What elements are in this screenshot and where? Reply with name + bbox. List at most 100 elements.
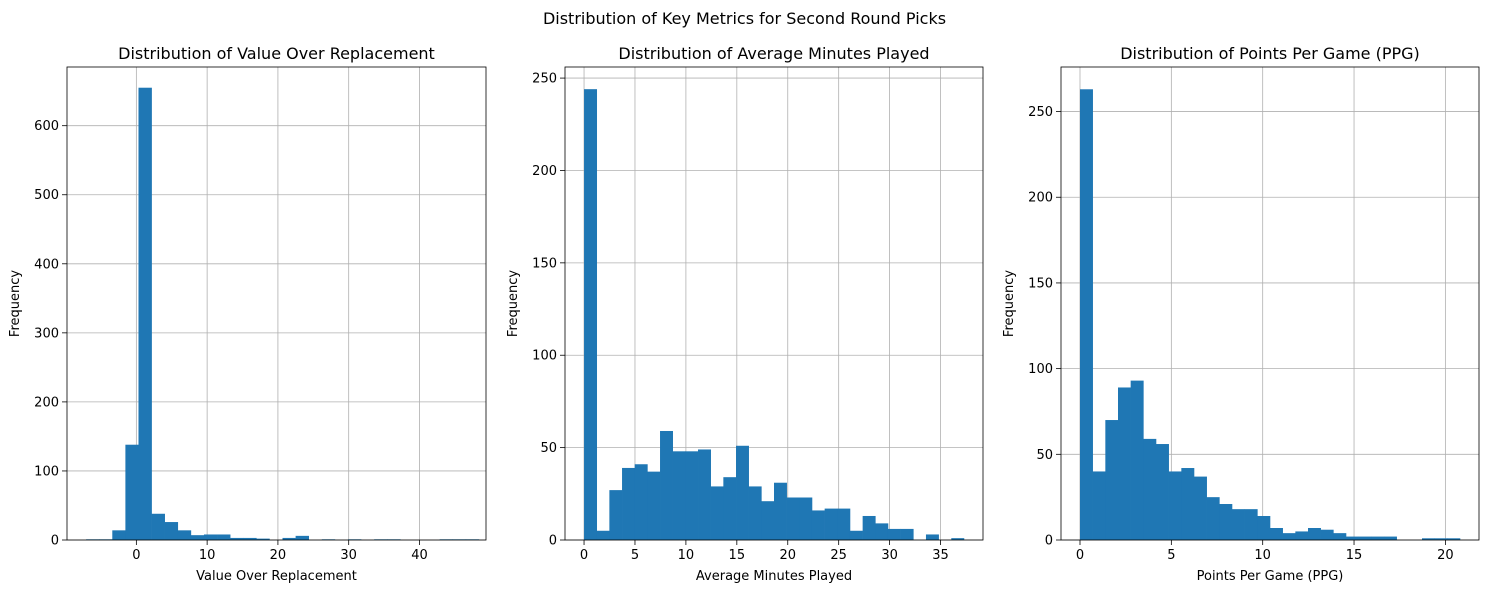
- y-tick-label: 500: [34, 188, 59, 203]
- histogram-bar: [849, 530, 863, 540]
- y-tick-label: 200: [34, 395, 59, 410]
- chart-1: 0 10 20 30 400100200300400500600Distribution…: [8, 44, 487, 584]
- x-tick-label: 30: [881, 548, 898, 563]
- histogram-bar: [1295, 531, 1309, 540]
- axes-frame: [66, 66, 487, 541]
- x-tick-label: 10: [678, 548, 695, 563]
- histogram-bar: [1358, 536, 1372, 540]
- figure-suptitle: Distribution of Key Metrics for Second R…: [542, 9, 947, 28]
- histogram-bar: [786, 497, 800, 540]
- histogram-bar: [862, 515, 876, 540]
- histogram-bar: [1257, 516, 1271, 540]
- histogram-bar: [887, 528, 901, 540]
- histogram-bar: [925, 534, 939, 540]
- y-tick-label: 0: [51, 534, 59, 549]
- histogram-bar: [243, 537, 257, 540]
- histogram-bar: [660, 430, 673, 540]
- histogram-bar: [1244, 509, 1258, 540]
- histogram-bar: [710, 486, 724, 540]
- x-tick-label: 0: [580, 548, 588, 563]
- histogram-bar: [217, 534, 231, 540]
- x-tick-label: 10: [1254, 548, 1271, 563]
- y-tick-label: 200: [1028, 191, 1053, 206]
- x-axis-label: Average Minutes Played: [696, 569, 852, 584]
- y-tick-label: 150: [532, 256, 557, 271]
- histogram-bar: [1320, 529, 1334, 540]
- y-tick-label: 400: [34, 257, 59, 272]
- histogram-bar: [1219, 504, 1233, 540]
- histogram-bar: [1130, 380, 1144, 540]
- x-tick-label: 20: [779, 548, 796, 563]
- y-axis-label: Frequency: [1002, 270, 1017, 337]
- y-tick-label: 50: [1036, 448, 1053, 463]
- histogram-bar: [900, 528, 914, 540]
- histogram-bar: [609, 490, 623, 540]
- histogram-bar: [1206, 497, 1220, 540]
- histogram-bar: [634, 464, 648, 540]
- histogram-bar: [723, 477, 737, 540]
- x-tick-label: 35: [932, 548, 949, 563]
- histogram-bar: [1156, 444, 1169, 540]
- histogram-bar: [1168, 471, 1182, 540]
- histogram-bar: [875, 523, 889, 540]
- histogram-bar: [1447, 538, 1461, 540]
- x-tick-label: 30: [340, 548, 357, 563]
- histogram-bar: [1333, 533, 1347, 540]
- histogram-bar: [138, 87, 152, 540]
- y-axis-label: Frequency: [506, 270, 521, 337]
- histogram-bar: [164, 522, 179, 540]
- y-tick-label: 600: [34, 119, 59, 134]
- histogram-bar: [647, 471, 661, 540]
- axes-frame: [1060, 66, 1480, 541]
- axes-frame: [564, 66, 984, 541]
- histogram-bar: [1270, 528, 1283, 540]
- histogram-bar: [1194, 476, 1207, 540]
- histogram-bar: [1422, 538, 1435, 540]
- y-axis-label: Frequency: [8, 270, 23, 337]
- x-axis-label: Points Per Game (PPG): [1197, 569, 1344, 584]
- histogram-bar: [1434, 538, 1448, 540]
- y-tick-label: 100: [1028, 362, 1053, 377]
- histogram-bar: [584, 89, 598, 540]
- x-tick-label: 0: [1076, 548, 1084, 563]
- chart-title: Distribution of Value Over Replacement: [118, 44, 435, 63]
- histogram-bar: [1384, 536, 1397, 540]
- x-tick-label: 5: [631, 548, 639, 563]
- x-axis-label: Value Over Replacement: [196, 569, 357, 584]
- histogram-bar: [203, 534, 218, 540]
- histogram-bar: [672, 451, 686, 540]
- y-tick-label: 200: [532, 164, 557, 179]
- y-tick-label: 150: [1028, 276, 1053, 291]
- histogram-bar: [685, 451, 699, 540]
- histogram-bar: [230, 537, 244, 540]
- x-tick-label: 0: [132, 548, 140, 563]
- histogram-bar: [1282, 533, 1296, 540]
- x-tick-label: 10: [199, 548, 216, 563]
- histogram-bar: [295, 535, 310, 540]
- histogram-bar: [1105, 420, 1119, 540]
- histogram-bar: [799, 497, 813, 540]
- histogram-bar: [736, 445, 749, 540]
- x-tick-label: 25: [830, 548, 847, 563]
- histogram-bar: [125, 444, 139, 540]
- histogram-bar: [824, 508, 838, 540]
- histogram-bar: [1118, 387, 1131, 540]
- x-tick-label: 15: [729, 548, 746, 563]
- x-tick-label: 40: [411, 548, 428, 563]
- histogram-bar: [1092, 471, 1106, 540]
- y-tick-label: 250: [1028, 105, 1053, 120]
- histogram-bar: [1080, 89, 1093, 540]
- histogram-bar: [951, 538, 965, 540]
- y-tick-label: 250: [532, 72, 557, 87]
- histogram-bar: [596, 530, 610, 540]
- histogram-bar: [811, 510, 825, 540]
- chart-2: 0 5 10 15 20 25 30 35 0 50 100 150 200 250 Distributio…: [506, 44, 984, 584]
- histogram-bar: [282, 537, 296, 540]
- histogram-bar: [1181, 468, 1195, 540]
- x-tick-label: 15: [1346, 548, 1363, 563]
- chart-title: Distribution of Average Minutes Played: [618, 44, 929, 63]
- histogram-bar: [774, 482, 787, 540]
- histogram-bar: [622, 467, 636, 540]
